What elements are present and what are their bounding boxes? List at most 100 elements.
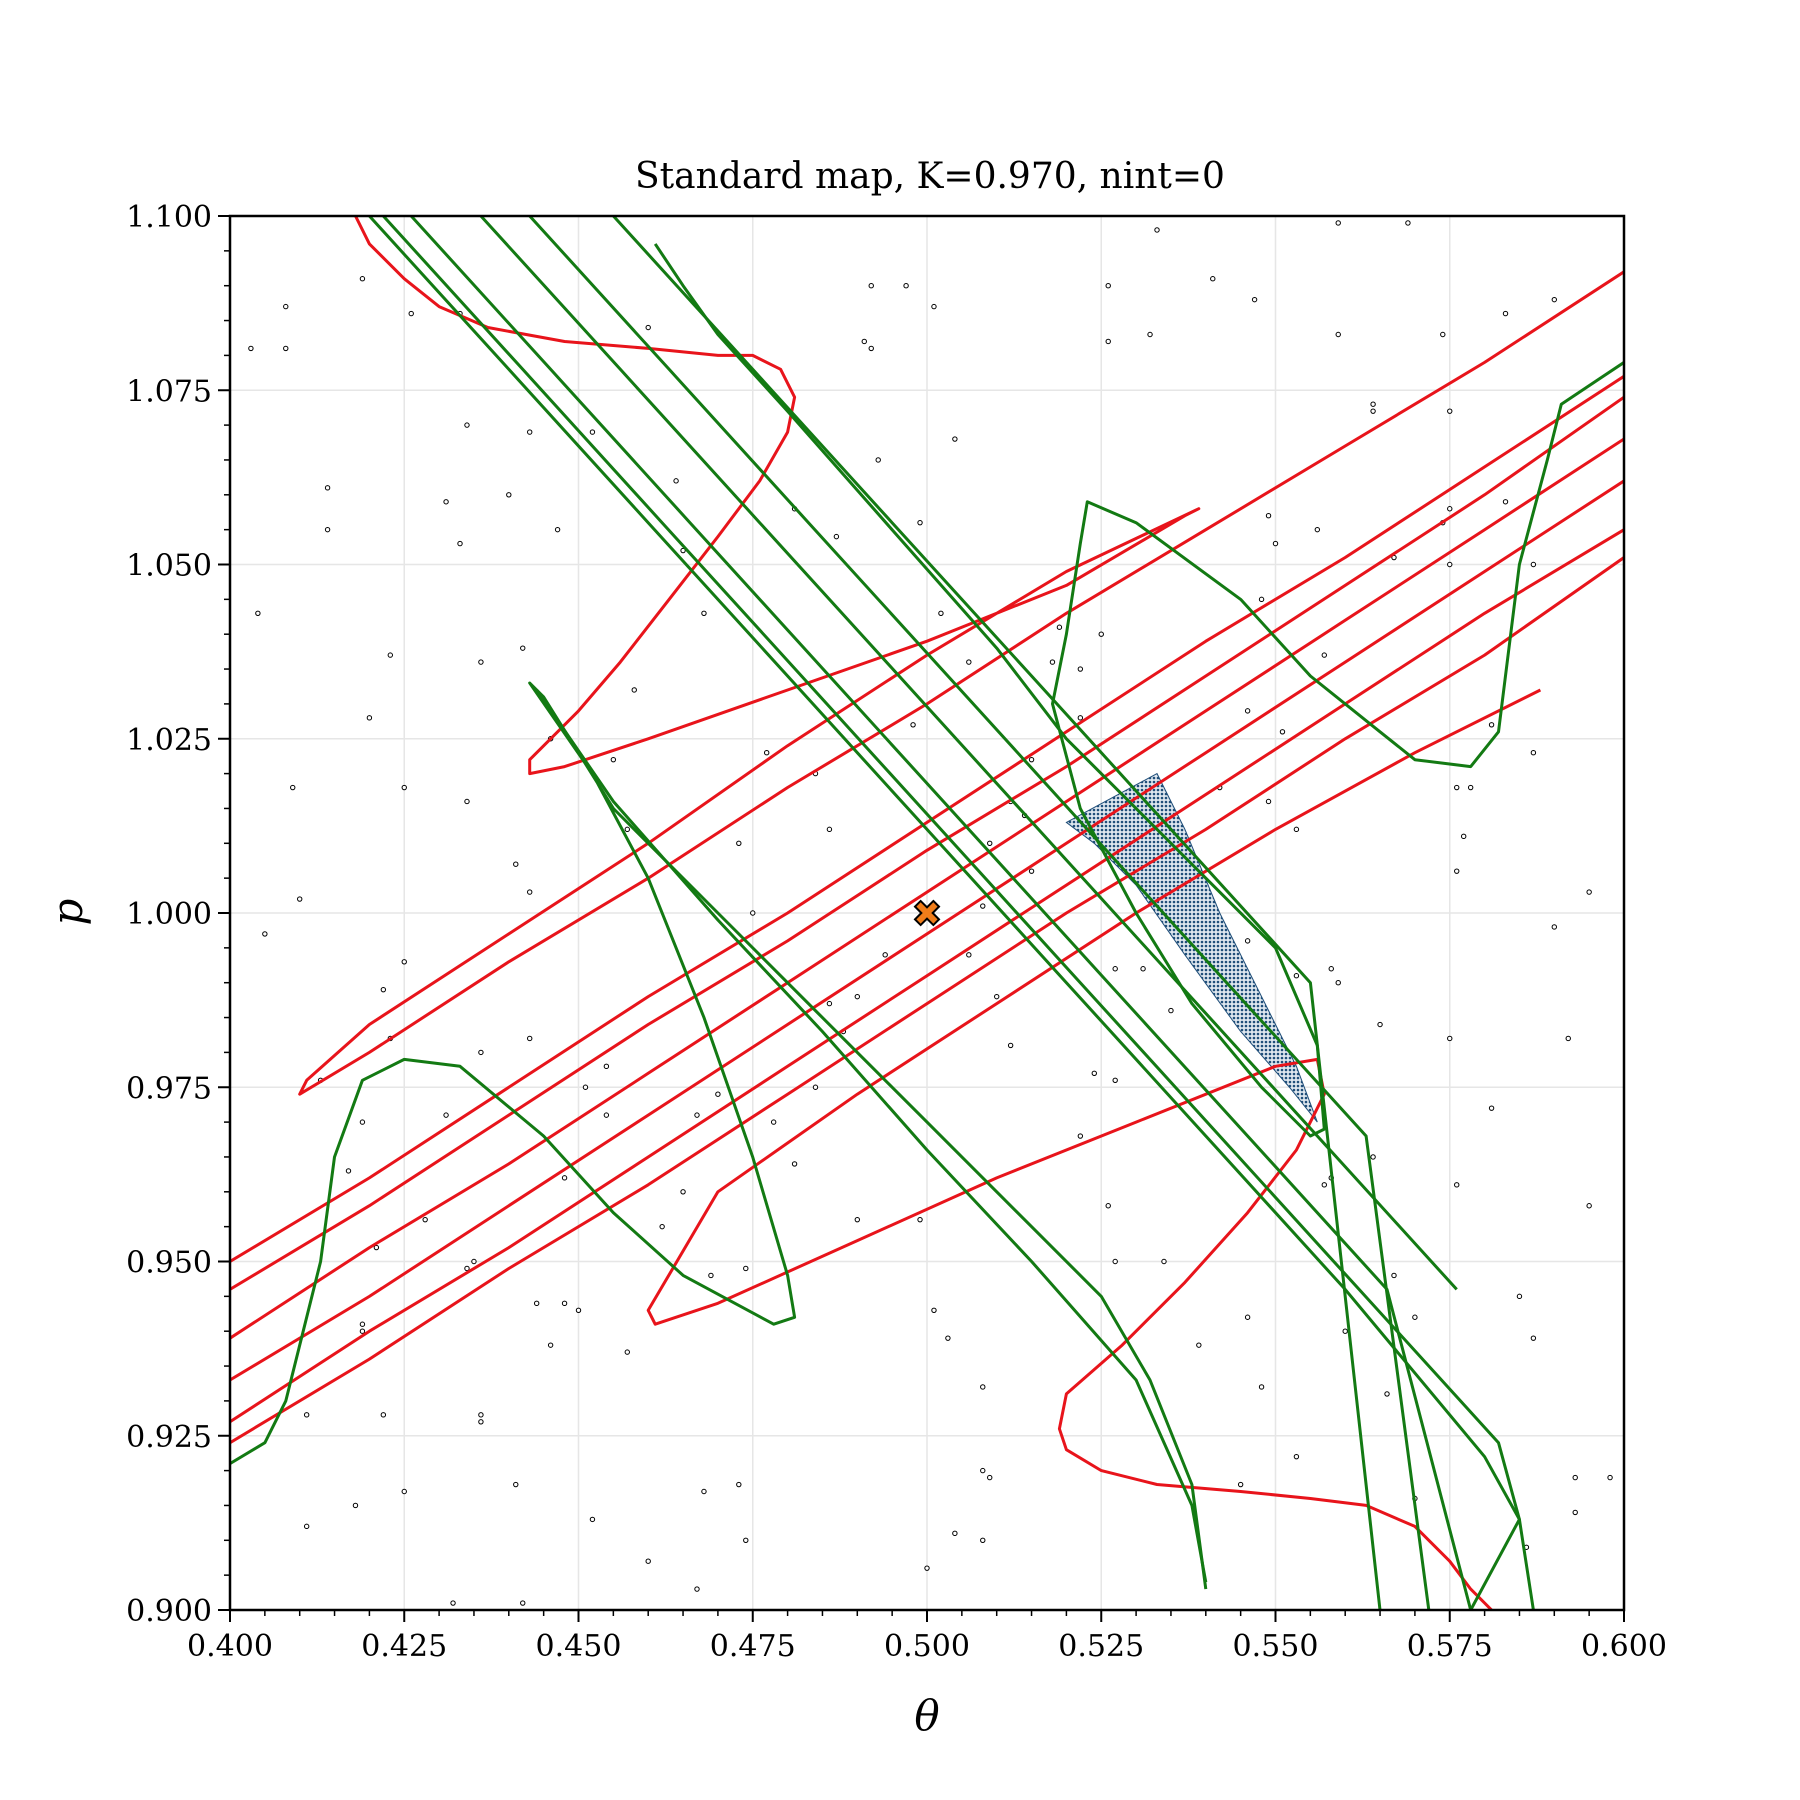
- scatter-point: [1454, 868, 1460, 874]
- stable-manifold-line: [528, 216, 1431, 1610]
- scatter-point: [1161, 1258, 1167, 1265]
- scatter-point: [408, 310, 414, 317]
- scatter-point: [1154, 227, 1160, 233]
- scatter-point: [1077, 1133, 1084, 1139]
- scatter-point: [1077, 715, 1084, 721]
- scatter-point: [966, 952, 972, 958]
- scatter-point: [478, 1412, 484, 1418]
- scatter-point: [645, 1558, 651, 1564]
- scatter-point: [1265, 513, 1272, 519]
- scatter-point: [589, 429, 596, 435]
- scatter-point: [1098, 631, 1104, 637]
- scatter-point: [443, 1112, 449, 1118]
- scatter-point: [1335, 980, 1341, 986]
- scatter-point: [1460, 833, 1467, 840]
- scatter-point: [1488, 1105, 1495, 1111]
- scatter-point: [366, 715, 373, 721]
- scatter-point: [513, 1481, 519, 1488]
- x-tick-label: 0.525: [1058, 1629, 1144, 1664]
- scatter-point: [1551, 296, 1558, 303]
- scatter-point: [575, 1307, 582, 1313]
- scatter-point: [359, 1328, 366, 1334]
- scatter-point: [520, 1600, 526, 1606]
- stable-manifold-line: [479, 216, 1458, 1291]
- scatter-point: [701, 610, 707, 616]
- scatter-point: [561, 1300, 568, 1307]
- scatter-point: [743, 1265, 749, 1272]
- scatter-point: [694, 1112, 700, 1118]
- scatter-point: [1112, 966, 1118, 972]
- scatter-point: [826, 1000, 833, 1007]
- y-tick-label: 0.925: [126, 1420, 212, 1455]
- scatter-point: [1293, 973, 1300, 979]
- y-tick-label: 1.100: [126, 200, 212, 235]
- scatter-point: [380, 986, 387, 993]
- scatter-point: [924, 1565, 930, 1571]
- fixed-point-glyph: [913, 899, 941, 927]
- scatter-point: [603, 1063, 610, 1070]
- scatter-point: [750, 910, 756, 916]
- plot-area: [230, 216, 1624, 1610]
- scatter-point: [631, 687, 637, 693]
- scatter-point: [1105, 283, 1111, 289]
- x-tick-label: 0.600: [1581, 1629, 1667, 1664]
- scatter-point: [1077, 666, 1084, 672]
- scatter-point: [701, 1488, 707, 1495]
- scatter-point: [833, 533, 840, 540]
- scatter-point: [262, 931, 268, 937]
- scatter-point: [1272, 540, 1279, 547]
- scatter-point: [826, 826, 833, 833]
- scatter-point: [812, 1084, 819, 1090]
- scatter-point: [736, 1481, 742, 1488]
- scatter-point: [303, 1523, 310, 1530]
- scatter-point: [1105, 338, 1111, 345]
- scatter-point: [1370, 1154, 1376, 1160]
- scatter-point: [1244, 938, 1251, 944]
- x-tick-label: 0.475: [710, 1629, 796, 1664]
- scatter-point: [1140, 966, 1146, 972]
- stable-manifold-line: [368, 216, 1535, 1610]
- scatter-point: [1405, 220, 1411, 226]
- scatter-point: [938, 610, 944, 616]
- scatter-point: [1342, 1328, 1348, 1334]
- x-tick-label: 0.575: [1407, 1629, 1493, 1664]
- scatter-point: [255, 610, 261, 616]
- scatter-point: [373, 1244, 380, 1251]
- scatter-point: [680, 1189, 686, 1195]
- scatter-point: [561, 1175, 568, 1181]
- scatter-point: [1279, 729, 1286, 735]
- scatter-point: [910, 722, 916, 728]
- scatter-point: [422, 1216, 428, 1223]
- scatter-point: [861, 338, 867, 345]
- scatter-point: [980, 1384, 986, 1390]
- scatter-point: [1028, 756, 1035, 763]
- scatter-point: [443, 499, 449, 505]
- scatter-point: [1244, 1314, 1251, 1320]
- scatter-point: [1314, 526, 1321, 533]
- scatter-point: [506, 492, 512, 498]
- scatter-point: [478, 659, 484, 665]
- scatter-point: [527, 429, 533, 435]
- scatter-point: [1530, 749, 1537, 756]
- scatter-point: [743, 1537, 749, 1544]
- scatter-point: [645, 324, 651, 331]
- scatter-point: [903, 283, 909, 289]
- scatter-point: [283, 303, 289, 310]
- scatter-point: [1028, 868, 1035, 874]
- scatter-point: [1572, 1474, 1578, 1481]
- scatter-point: [527, 1035, 533, 1042]
- scatter-point: [457, 540, 463, 547]
- stable-manifold-line: [382, 216, 1521, 1610]
- scatter-point: [471, 1258, 477, 1265]
- scatter-point: [1237, 1481, 1244, 1488]
- scatter-point: [359, 276, 366, 282]
- scatter-point: [1335, 331, 1341, 338]
- scatter-point: [854, 1216, 860, 1223]
- scatter-point: [1321, 1182, 1327, 1188]
- scatter-point: [1112, 1258, 1118, 1265]
- scatter-point: [554, 526, 561, 533]
- manifold-curves: [230, 216, 1624, 1610]
- scatter-point: [868, 283, 874, 289]
- scatter-point: [1251, 296, 1258, 303]
